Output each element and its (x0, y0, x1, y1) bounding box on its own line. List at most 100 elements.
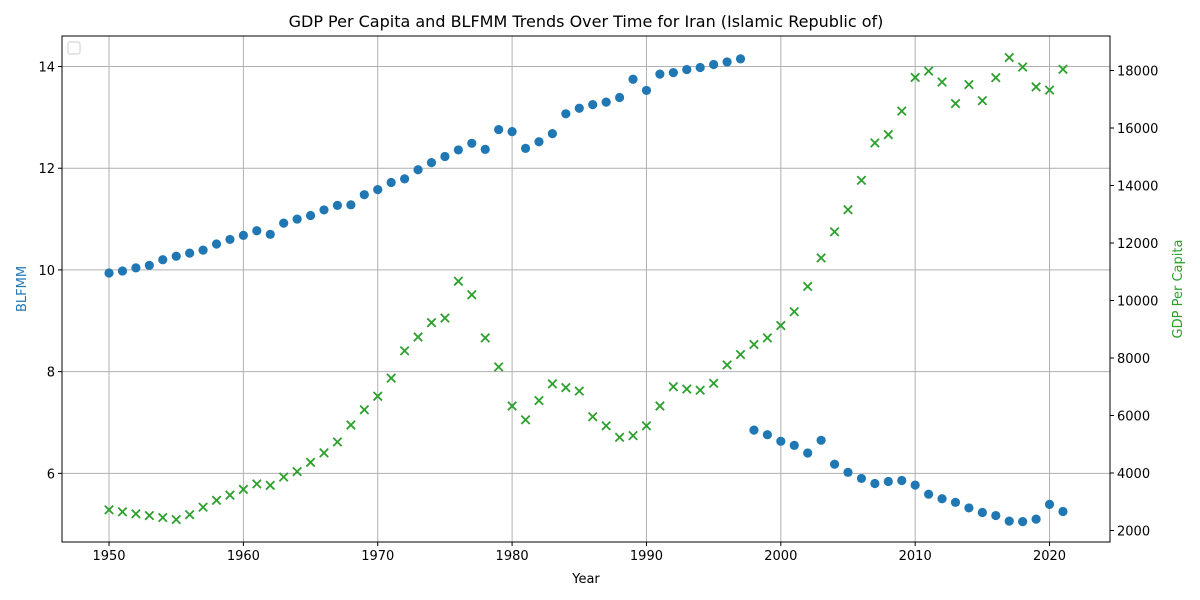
blfmm-point (117, 266, 128, 276)
gdp-point (816, 253, 826, 263)
x-tick-label: 1950 (92, 549, 125, 564)
gdp-point (184, 509, 195, 520)
blfmm-point (641, 85, 652, 96)
blfmm-point (238, 230, 248, 240)
blfmm-point (252, 226, 262, 236)
plot-frame (61, 35, 1111, 543)
gdp-point (292, 466, 302, 477)
blfmm-point (776, 436, 786, 446)
gdp-point (681, 384, 692, 394)
blfmm-point (1058, 506, 1068, 517)
series-blfmm (104, 54, 1068, 527)
left-y-tick-label: 14 (38, 61, 55, 76)
right-y-axis-label: GDP Per Capita (1171, 240, 1186, 339)
blfmm-point (359, 190, 369, 200)
blfmm-point (453, 145, 463, 155)
gdp-point (641, 421, 652, 431)
gdp-point (198, 502, 208, 513)
grid-lines (62, 36, 1110, 542)
blfmm-point (1004, 516, 1014, 526)
gdp-point (1044, 85, 1055, 95)
blfmm-point (588, 100, 598, 110)
blfmm-point (211, 239, 222, 249)
blfmm-point (373, 184, 383, 195)
gdp-point (655, 401, 665, 411)
blfmm-point (655, 69, 665, 79)
gdp-point (507, 401, 517, 411)
gdp-point (534, 395, 544, 406)
blfmm-point (709, 59, 719, 70)
right-y-tick-label: 2000 (1117, 525, 1150, 540)
right-y-tick-label: 12000 (1117, 237, 1158, 252)
gdp-point (977, 95, 988, 106)
gdp-point (789, 306, 800, 317)
right-y-tick-label: 16000 (1117, 122, 1158, 137)
gdp-point (1004, 52, 1015, 63)
gdp-point (171, 514, 182, 525)
blfmm-point (964, 503, 974, 513)
gdp-point (708, 378, 719, 389)
blfmm-point (722, 57, 732, 67)
blfmm-point (534, 137, 544, 147)
gdp-point (440, 313, 450, 323)
gdp-point (896, 106, 907, 116)
x-tick-label: 2020 (1033, 549, 1066, 564)
left-y-tick-label: 6 (47, 467, 55, 482)
blfmm-point (386, 177, 396, 188)
left-y-tick-label: 8 (47, 366, 55, 381)
gdp-point (372, 391, 383, 402)
gdp-point (426, 317, 437, 328)
blfmm-point (400, 174, 410, 184)
gdp-point (319, 448, 329, 458)
gdp-point (749, 339, 759, 350)
gdp-point (856, 175, 867, 186)
x-tick-label: 2000 (764, 549, 797, 564)
blfmm-point (574, 103, 584, 113)
gdp-point (762, 333, 773, 343)
gdp-point (211, 495, 222, 506)
gdp-point (238, 484, 249, 495)
gdp-point (574, 386, 585, 396)
blfmm-point (158, 255, 168, 265)
blfmm-point (695, 62, 705, 73)
gdp-point (802, 281, 813, 292)
gdp-point (1017, 62, 1028, 72)
gdp-point (157, 512, 168, 523)
blfmm-point (897, 475, 907, 486)
x-tick-label: 1990 (630, 549, 663, 564)
x-tick-label: 1970 (361, 549, 394, 564)
blfmm-point (628, 74, 638, 84)
blfmm-point (547, 129, 558, 139)
blfmm-point (924, 489, 934, 499)
blfmm-point (991, 510, 1001, 521)
blfmm-point (104, 268, 114, 278)
gdp-point (937, 77, 947, 87)
gdp-point (278, 472, 289, 482)
blfmm-point (1018, 517, 1028, 527)
blfmm-point (762, 430, 772, 440)
x-tick-label: 1980 (496, 549, 529, 564)
gdp-point (964, 79, 974, 90)
blfmm-point (507, 127, 517, 137)
gdp-point (480, 333, 491, 343)
blfmm-point (910, 480, 920, 490)
right-y-tick-label: 4000 (1117, 467, 1150, 482)
blfmm-point (977, 507, 987, 518)
gdp-point (883, 129, 894, 140)
right-y-tick-label: 14000 (1117, 180, 1158, 195)
blfmm-point (413, 165, 423, 175)
gdp-point (493, 362, 504, 372)
gdp-point (587, 411, 598, 422)
gdp-point (466, 289, 477, 300)
gdp-point (843, 204, 853, 215)
blfmm-point (467, 138, 477, 148)
blfmm-point (601, 97, 611, 107)
gdp-point (990, 72, 1001, 83)
gdp-point (144, 510, 155, 521)
gdp-point (910, 72, 921, 83)
blfmm-point (520, 143, 531, 153)
gdp-point (332, 437, 343, 447)
gdp-point (265, 480, 276, 491)
